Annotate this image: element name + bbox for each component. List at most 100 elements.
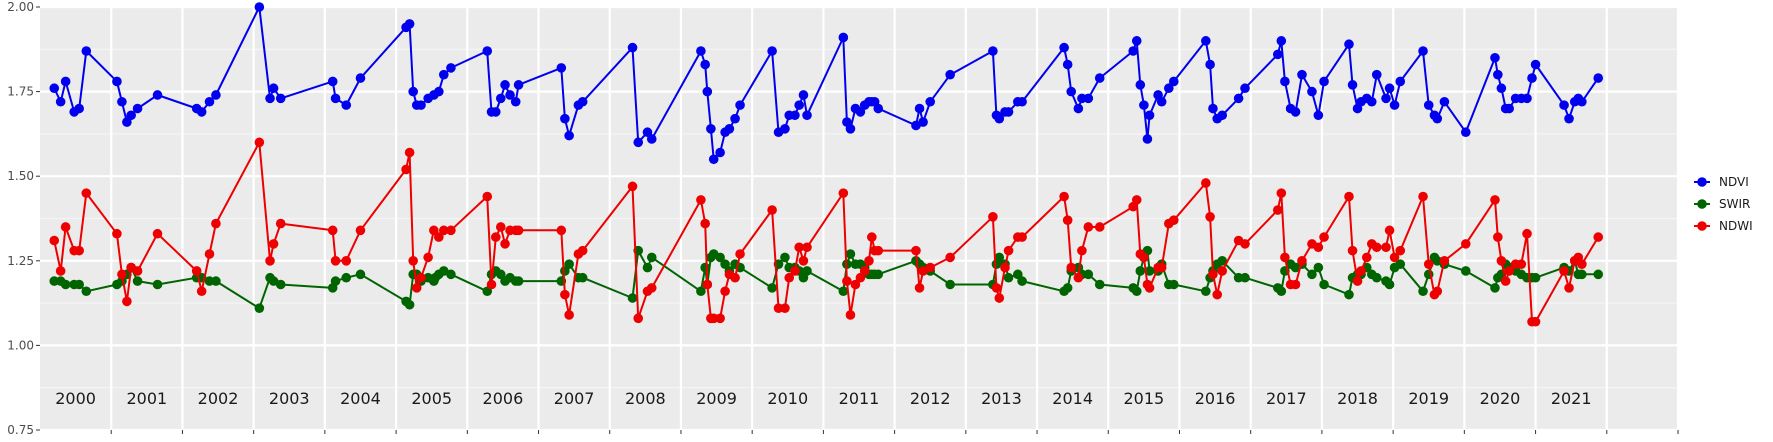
data-point-swir	[1490, 283, 1500, 293]
data-point-ndvi	[1493, 69, 1503, 80]
minor-grid	[40, 48, 1678, 389]
data-point-ndvi	[838, 32, 849, 43]
data-point-ndvi	[211, 90, 221, 100]
data-point-ndvi	[1280, 76, 1290, 87]
data-point-ndvi	[914, 103, 925, 114]
data-point-ndwi	[1077, 245, 1087, 256]
data-point-ndvi	[495, 93, 506, 104]
data-point-ndwi	[1272, 205, 1283, 215]
data-point-ndvi	[1205, 59, 1215, 70]
legend-label-ndwi: NDWI	[1719, 219, 1753, 233]
data-point-ndwi	[446, 225, 456, 236]
data-point-ndvi	[446, 63, 456, 73]
data-point-swir	[1432, 255, 1443, 266]
data-point-ndwi	[1460, 239, 1471, 249]
data-point-swir	[1593, 269, 1604, 280]
data-point-ndvi	[1460, 127, 1471, 138]
data-point-ndwi	[564, 310, 574, 320]
data-point-ndwi	[988, 212, 998, 222]
data-point-ndwi	[401, 164, 411, 175]
legend-key-ndwi	[1697, 221, 1707, 231]
data-point-ndwi	[1423, 259, 1434, 269]
data-point-ndvi	[1490, 52, 1500, 63]
data-point-ndvi	[1066, 86, 1077, 97]
data-point-ndvi	[482, 46, 493, 56]
data-point-ndwi	[715, 313, 725, 324]
data-point-ndwi	[864, 255, 874, 266]
data-point-ndwi	[945, 252, 955, 263]
data-point-ndwi	[633, 313, 644, 324]
data-point-ndvi	[408, 86, 418, 97]
data-point-swir	[564, 259, 574, 269]
data-point-swir	[1276, 286, 1287, 297]
data-point-ndwi	[735, 249, 745, 259]
data-point-ndwi	[1439, 255, 1450, 266]
data-point-ndvi	[132, 103, 143, 114]
data-point-swir	[1094, 279, 1105, 290]
data-point-ndwi	[330, 255, 341, 266]
data-point-ndwi	[211, 218, 221, 229]
legend-label-ndvi: NDVI	[1719, 175, 1749, 189]
data-point-ndwi	[1361, 252, 1372, 263]
data-point-ndwi	[81, 188, 92, 198]
data-point-ndvi	[706, 124, 716, 134]
major-grid	[40, 5, 1680, 432]
data-point-ndvi	[700, 59, 710, 70]
data-point-ndvi	[1094, 73, 1105, 83]
data-point-ndvi	[1319, 76, 1329, 87]
data-point-ndwi	[873, 245, 884, 256]
data-point-ndvi	[254, 2, 265, 12]
legend-key-ndvi	[1697, 177, 1707, 187]
data-point-ndwi	[646, 283, 657, 293]
data-point-ndvi	[696, 46, 706, 56]
data-point-swir	[355, 269, 366, 280]
data-point-ndwi	[1522, 228, 1532, 239]
data-point-swir	[802, 266, 812, 276]
data-point-ndvi	[1144, 110, 1155, 121]
data-point-swir	[152, 279, 163, 290]
data-point-ndvi	[1128, 46, 1138, 56]
data-point-ndwi	[1593, 232, 1604, 242]
data-point-ndvi	[1395, 76, 1406, 87]
data-point-swir	[1530, 272, 1541, 283]
year-label: 2014	[1052, 389, 1093, 408]
data-point-ndwi	[429, 225, 439, 236]
data-point-ndvi	[500, 80, 510, 90]
data-point-swir	[211, 276, 221, 286]
data-point-ndvi	[945, 69, 955, 80]
data-point-ndwi	[1201, 178, 1211, 188]
data-point-ndwi	[490, 232, 501, 242]
data-point-ndvi	[49, 83, 60, 94]
data-point-swir	[1371, 272, 1382, 283]
data-point-swir	[577, 272, 588, 283]
data-point-swir	[1418, 286, 1428, 297]
data-point-ndwi	[49, 235, 60, 246]
data-point-swir	[341, 272, 352, 283]
year-label: 2003	[269, 389, 310, 408]
year-label: 2002	[198, 389, 239, 408]
data-point-ndvi	[633, 137, 644, 148]
data-point-ndvi	[1142, 134, 1153, 144]
data-point-ndwi	[1371, 242, 1382, 253]
year-label: 2018	[1337, 389, 1378, 408]
data-point-swir	[1217, 255, 1228, 266]
data-point-ndwi	[1059, 191, 1069, 202]
data-point-ndwi	[55, 266, 66, 276]
data-point-ndvi	[126, 110, 136, 121]
data-point-ndwi	[1347, 245, 1358, 256]
data-point-ndvi	[1371, 69, 1382, 80]
data-point-ndwi	[794, 242, 804, 253]
data-point-ndwi	[1144, 283, 1155, 293]
data-point-ndvi	[1163, 83, 1174, 94]
data-point-ndvi	[1297, 69, 1307, 80]
year-label: 2009	[696, 389, 737, 408]
data-point-ndwi	[867, 232, 877, 242]
data-point-ndvi	[925, 96, 936, 107]
data-point-ndvi	[60, 76, 71, 87]
data-point-swir	[845, 249, 856, 259]
data-point-ndwi	[1000, 262, 1010, 273]
data-point-swir	[700, 262, 710, 273]
data-point-ndvi	[577, 96, 588, 107]
data-point-ndwi	[577, 245, 588, 256]
data-point-swir	[330, 276, 341, 286]
